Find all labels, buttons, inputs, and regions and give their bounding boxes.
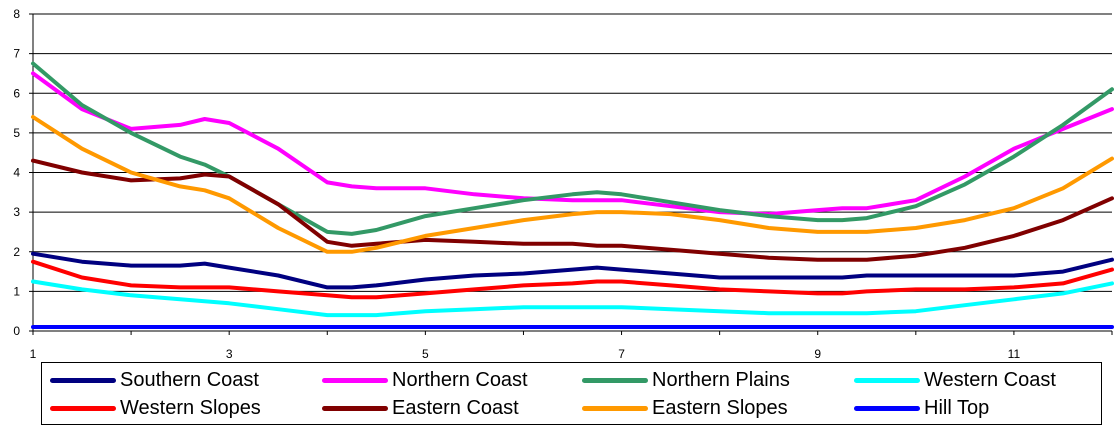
y-tick-label: 7 [13, 47, 20, 61]
legend-swatch [854, 405, 920, 411]
legend-item: Western Coast [854, 366, 1056, 394]
legend-label: Hill Top [924, 396, 990, 419]
series-line-western-slopes [31, 259, 1114, 300]
x-axis-ticks: 1 3 5 7 9 11 [30, 331, 1113, 360]
y-tick-label: 1 [13, 284, 20, 298]
legend-label: Northern Coast [392, 368, 528, 391]
y-tick-label: 6 [13, 86, 20, 100]
y-axis-ticks: 0 1 2 3 4 5 6 7 8 [13, 7, 33, 338]
legend-swatch [322, 405, 388, 411]
legend-label: Western Slopes [120, 396, 261, 419]
y-tick-label: 8 [13, 7, 20, 21]
x-tick-label: 11 [1008, 347, 1021, 360]
x-tick-label: 5 [422, 347, 429, 360]
series-lines [31, 61, 1114, 329]
series-line-eastern-coast [31, 158, 1114, 262]
legend-swatch [50, 405, 116, 411]
y-tick-label: 5 [13, 126, 20, 140]
legend-swatch [854, 377, 920, 383]
legend-label: Southern Coast [120, 368, 259, 391]
legend-item: Southern Coast [50, 366, 259, 394]
x-tick-label: 1 [30, 347, 37, 360]
series-line-northern-plains [31, 61, 1114, 236]
legend-swatch [582, 377, 648, 383]
legend-item: Eastern Slopes [582, 394, 788, 422]
legend-item: Northern Plains [582, 366, 790, 394]
legend-item: Western Slopes [50, 394, 261, 422]
x-tick-label: 3 [226, 347, 233, 360]
y-tick-label: 0 [13, 324, 20, 338]
series-line-southern-coast [31, 251, 1114, 290]
y-tick-label: 3 [13, 205, 20, 219]
legend: Southern Coast Northern Coast Northern Pla… [41, 362, 1102, 425]
series-line-eastern-slopes [31, 115, 1114, 254]
y-tick-label: 2 [13, 245, 20, 259]
legend-swatch [582, 405, 648, 411]
legend-label: Eastern Slopes [652, 396, 788, 419]
x-tick-label: 9 [814, 347, 821, 360]
x-tick-label: 7 [618, 347, 625, 360]
legend-swatch [322, 377, 388, 383]
legend-label: Eastern Coast [392, 396, 519, 419]
legend-item: Eastern Coast [322, 394, 519, 422]
y-tick-label: 4 [13, 166, 20, 180]
legend-label: Western Coast [924, 368, 1056, 391]
legend-swatch [50, 377, 116, 383]
legend-item: Hill Top [854, 394, 989, 422]
series-line-northern-coast [31, 71, 1114, 217]
legend-item: Northern Coast [322, 366, 528, 394]
series-line-western-coast [31, 279, 1114, 318]
legend-label: Northern Plains [652, 368, 790, 391]
